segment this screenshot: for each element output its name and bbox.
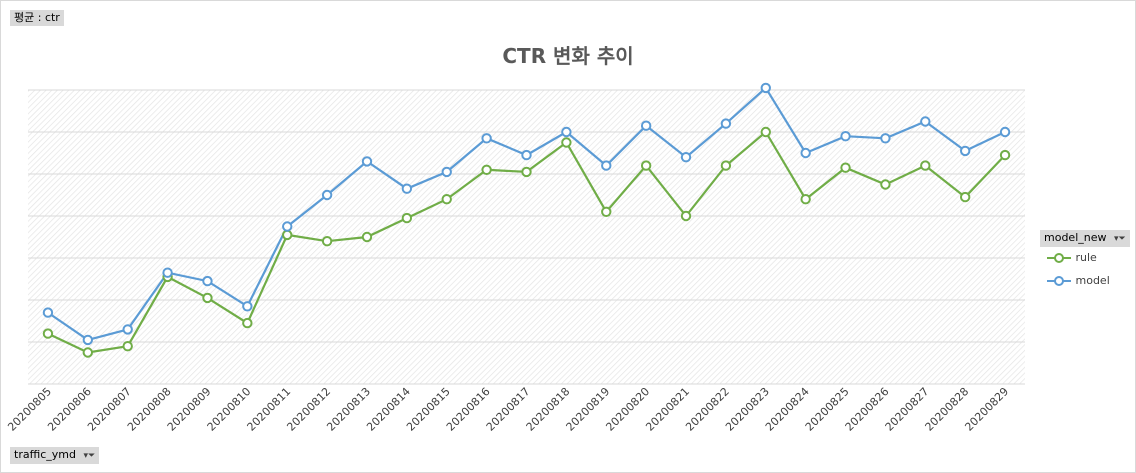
data-point-rule[interactable]: [202, 292, 213, 304]
data-point-model[interactable]: [760, 82, 771, 94]
data-point-model[interactable]: [680, 152, 692, 163]
data-point-model[interactable]: [959, 145, 971, 157]
average-field-label: 평균 : ctr: [14, 11, 60, 24]
data-point-rule[interactable]: [441, 194, 452, 205]
data-point-rule[interactable]: [321, 236, 333, 247]
data-point-rule[interactable]: [82, 347, 94, 358]
data-point-model[interactable]: [82, 334, 94, 346]
data-point-rule[interactable]: [601, 206, 612, 218]
data-point-model[interactable]: [361, 156, 373, 167]
data-point-model[interactable]: [720, 118, 732, 129]
data-point-rule[interactable]: [361, 231, 373, 243]
data-point-model[interactable]: [122, 324, 133, 335]
plot-area: [28, 90, 1025, 384]
legend-item-rule[interactable]: rule: [1046, 251, 1097, 264]
data-point-model[interactable]: [42, 307, 54, 318]
legend-marker-model-icon: [1047, 276, 1071, 286]
filter-dropdown-icon: ▾⏷: [83, 451, 96, 461]
legend-marker-rule-icon: [1047, 253, 1071, 263]
legend-item-model[interactable]: model: [1046, 274, 1110, 287]
legend-field-button[interactable]: model_new ▾⏷: [1040, 230, 1130, 247]
data-point-model[interactable]: [282, 221, 293, 232]
x-field-button[interactable]: traffic_ymd ▾⏷: [10, 447, 100, 464]
data-point-model[interactable]: [800, 147, 811, 159]
data-point-rule[interactable]: [481, 164, 492, 176]
data-point-model[interactable]: [999, 126, 1011, 138]
data-point-rule[interactable]: [42, 328, 54, 339]
data-point-rule[interactable]: [561, 137, 572, 148]
data-point-model[interactable]: [521, 149, 532, 161]
x-field-label: traffic_ymd: [14, 448, 76, 461]
data-point-model[interactable]: [202, 275, 213, 287]
data-point-rule[interactable]: [521, 166, 532, 178]
chart-title: CTR 변화 추이: [502, 44, 634, 68]
data-point-model[interactable]: [640, 120, 652, 131]
average-field-button[interactable]: 평균 : ctr: [10, 10, 64, 26]
legend-label-rule: rule: [1075, 251, 1097, 264]
data-point-rule[interactable]: [959, 191, 971, 203]
data-point-model[interactable]: [162, 267, 173, 278]
data-point-rule[interactable]: [282, 229, 293, 241]
data-point-rule[interactable]: [401, 212, 413, 224]
data-point-model[interactable]: [920, 116, 931, 127]
data-point-model[interactable]: [601, 160, 612, 171]
data-point-model[interactable]: [441, 166, 452, 178]
data-point-model[interactable]: [561, 126, 572, 138]
legend-label-model: model: [1075, 274, 1110, 287]
data-point-model[interactable]: [242, 301, 253, 312]
data-point-rule[interactable]: [920, 160, 931, 171]
data-point-rule[interactable]: [640, 160, 652, 171]
data-point-model[interactable]: [880, 133, 891, 144]
data-point-model[interactable]: [321, 189, 333, 201]
data-point-model[interactable]: [401, 183, 413, 194]
data-point-rule[interactable]: [242, 317, 253, 329]
legend-field-label: model_new: [1044, 231, 1107, 244]
data-point-rule[interactable]: [880, 179, 891, 190]
data-point-rule[interactable]: [840, 162, 851, 173]
filter-dropdown-icon: ▾⏷: [1114, 234, 1126, 244]
data-point-model[interactable]: [840, 131, 851, 142]
data-point-rule[interactable]: [720, 160, 732, 171]
data-point-rule[interactable]: [800, 194, 811, 205]
data-point-rule[interactable]: [760, 126, 771, 138]
data-point-model[interactable]: [481, 133, 492, 144]
data-point-rule[interactable]: [122, 341, 133, 352]
data-point-rule[interactable]: [999, 149, 1011, 161]
data-point-rule[interactable]: [680, 210, 692, 222]
x-tick-label: 20200829: [962, 385, 1011, 434]
